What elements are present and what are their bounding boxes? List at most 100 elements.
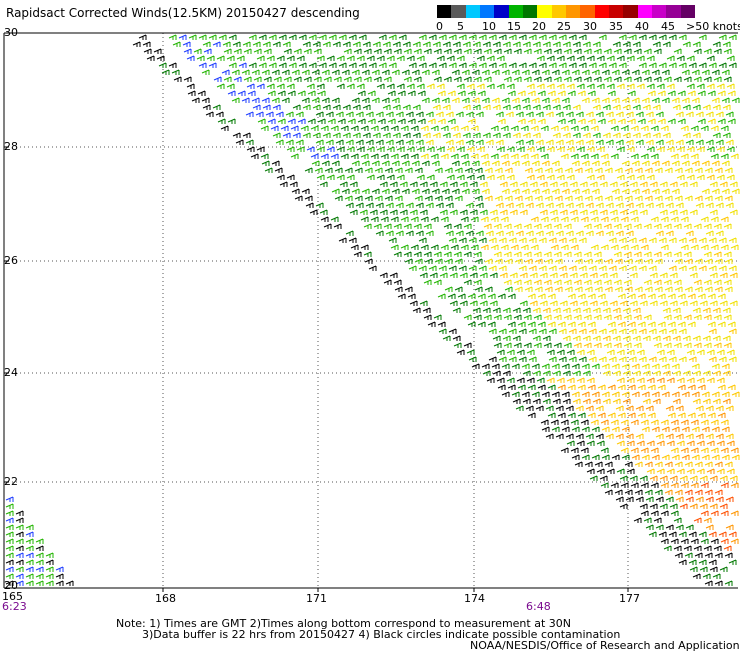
wind-barb	[513, 76, 522, 82]
wind-barb	[570, 216, 579, 222]
wind-barb	[654, 195, 663, 201]
wind-barb	[594, 195, 603, 201]
wind-barb	[401, 188, 410, 194]
wind-barb	[387, 90, 396, 96]
wind-barb	[643, 314, 652, 320]
wind-barb	[197, 90, 206, 96]
wind-barb	[462, 132, 471, 138]
wind-barb	[643, 517, 652, 523]
wind-barb	[709, 503, 718, 509]
wind-barb	[522, 104, 531, 110]
wind-barb	[631, 454, 640, 460]
wind-barb	[697, 90, 706, 96]
wind-barb	[637, 384, 646, 390]
wind-barb	[491, 160, 500, 166]
wind-barb	[703, 223, 712, 229]
wind-barb	[602, 132, 611, 138]
wind-barb	[548, 328, 557, 334]
wind-barb	[548, 34, 557, 40]
wind-barb	[689, 503, 698, 509]
wind-barb	[702, 307, 711, 313]
wind-barb	[710, 244, 719, 250]
lat-label-28: 28	[4, 140, 18, 153]
wind-barb	[511, 69, 520, 75]
wind-barb	[221, 69, 230, 75]
wind-barb	[405, 139, 414, 145]
wind-barb	[318, 62, 327, 68]
wind-barb	[718, 531, 727, 537]
wind-barb	[627, 321, 636, 327]
wind-barb	[570, 419, 579, 425]
wind-barb	[696, 146, 705, 152]
wind-barb	[590, 244, 599, 250]
wind-barb	[599, 475, 608, 481]
wind-barb	[716, 83, 725, 89]
wind-barb	[616, 468, 625, 474]
wind-barb	[356, 83, 365, 89]
wind-barb	[692, 398, 701, 404]
wind-barb	[724, 580, 733, 586]
wind-barb	[396, 174, 405, 180]
wind-barb	[409, 300, 418, 306]
wind-barb	[502, 307, 511, 313]
wind-barb	[713, 314, 722, 320]
wind-barb	[589, 181, 598, 187]
wind-barb	[521, 188, 530, 194]
wind-barb	[696, 174, 705, 180]
wind-barb	[393, 48, 402, 54]
wind-barb	[579, 209, 588, 215]
wind-barb	[586, 174, 595, 180]
wind-barb	[700, 538, 709, 544]
wind-barb	[554, 258, 563, 264]
wind-barb	[610, 216, 619, 222]
wind-barb	[631, 160, 640, 166]
wind-barb	[720, 153, 729, 159]
wind-barb	[638, 328, 647, 334]
wind-barb	[615, 111, 624, 117]
wind-barb	[517, 90, 526, 96]
wind-barb	[636, 440, 645, 446]
wind-barb	[444, 195, 453, 201]
wind-barb	[307, 118, 316, 124]
wind-barb	[267, 90, 276, 96]
wind-barb	[670, 153, 679, 159]
wind-barb	[596, 146, 605, 152]
wind-barb	[623, 223, 632, 229]
wind-barb	[395, 202, 404, 208]
wind-barb	[255, 111, 264, 117]
wind-barb	[316, 146, 325, 152]
wind-barb	[361, 97, 370, 103]
wind-barb	[45, 580, 54, 586]
wind-barb	[5, 552, 14, 558]
wind-barb	[640, 447, 649, 453]
wind-barb	[407, 90, 416, 96]
wind-barb	[15, 552, 24, 558]
legend-swatch	[666, 5, 681, 18]
wind-barb	[581, 363, 590, 369]
wind-barb	[415, 111, 424, 117]
wind-barb	[705, 202, 714, 208]
wind-barb	[272, 104, 281, 110]
wind-barb	[450, 125, 459, 131]
wind-barb	[674, 552, 683, 558]
wind-barb	[546, 83, 555, 89]
wind-barb	[510, 153, 519, 159]
wind-barb	[702, 335, 711, 341]
wind-barb	[562, 104, 571, 110]
wind-barb	[168, 34, 177, 40]
wind-barb	[320, 153, 329, 159]
wind-barb	[425, 202, 434, 208]
wind-barb	[653, 342, 662, 348]
wind-barb	[5, 538, 14, 544]
wind-barb	[548, 265, 557, 271]
legend-swatch	[451, 5, 466, 18]
wind-barb	[604, 489, 613, 495]
wind-barb	[663, 279, 672, 285]
wind-barb	[659, 300, 668, 306]
wind-barb	[708, 559, 717, 565]
wind-barb	[307, 90, 316, 96]
wind-barb	[721, 97, 730, 103]
legend-swatch	[651, 5, 667, 18]
wind-barb	[663, 251, 672, 257]
wind-barb	[703, 76, 712, 82]
